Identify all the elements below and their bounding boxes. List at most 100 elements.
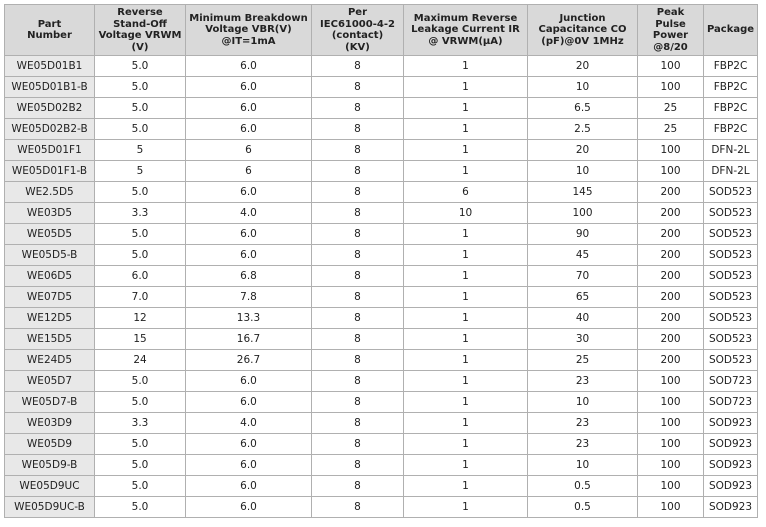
- table-cell: 6.0: [94, 265, 186, 287]
- table-cell: 8: [311, 55, 404, 77]
- column-header: Junction Capacitance CO (pF)@0V 1MHz: [527, 4, 638, 56]
- table-cell: 1: [403, 118, 528, 140]
- table-cell: 8: [311, 412, 404, 434]
- table-cell: 6: [403, 181, 528, 203]
- table-cell: 8: [311, 97, 404, 119]
- table-cell: 8: [311, 307, 404, 329]
- table-cell: 1: [403, 349, 528, 371]
- table-cell: 6: [185, 160, 312, 182]
- column-header: Part Number: [4, 4, 95, 56]
- table-cell: 4.0: [185, 412, 312, 434]
- table-cell: 65: [527, 286, 638, 308]
- table-cell: 10: [527, 160, 638, 182]
- table-cell: 6.0: [185, 181, 312, 203]
- table-row: WE05D01F1 5 6 8 1 20 100 DFN-2L: [4, 139, 758, 161]
- table-row: WE05D01F1-B 5 6 8 1 10 100 DFN-2L: [4, 160, 758, 182]
- table-row: WE12D5 12 13.3 8 1 40 200 SOD523: [4, 307, 758, 329]
- table-cell: 1: [403, 412, 528, 434]
- part-number: WE05D02B2-B: [4, 118, 95, 140]
- table-cell: FBP2C: [703, 118, 758, 140]
- table-cell: 100: [637, 370, 704, 392]
- table-row: WE2.5D5 5.0 6.0 8 6 145 200 SOD523: [4, 181, 758, 203]
- table-cell: 200: [637, 286, 704, 308]
- table-cell: 6.0: [185, 223, 312, 245]
- table-cell: 1: [403, 307, 528, 329]
- part-number: WE12D5: [4, 307, 95, 329]
- table-cell: 5.0: [94, 454, 186, 476]
- table-cell: SOD923: [703, 412, 758, 434]
- table-cell: 100: [637, 391, 704, 413]
- table-cell: SOD523: [703, 328, 758, 350]
- table-cell: 23: [527, 412, 638, 434]
- table-cell: FBP2C: [703, 97, 758, 119]
- table-cell: 200: [637, 223, 704, 245]
- table-cell: 6.0: [185, 244, 312, 266]
- table-cell: DFN-2L: [703, 139, 758, 161]
- table-cell: 8: [311, 223, 404, 245]
- table-cell: 5.0: [94, 370, 186, 392]
- table-cell: 5: [94, 139, 186, 161]
- table-cell: 13.3: [185, 307, 312, 329]
- table-cell: SOD523: [703, 307, 758, 329]
- part-number: WE06D5: [4, 265, 95, 287]
- table-cell: 1: [403, 328, 528, 350]
- table-cell: FBP2C: [703, 76, 758, 98]
- table-cell: 5.0: [94, 97, 186, 119]
- part-number: WE05D9UC-B: [4, 496, 95, 518]
- table-cell: SOD523: [703, 244, 758, 266]
- part-number: WE24D5: [4, 349, 95, 371]
- part-number: WE05D9: [4, 433, 95, 455]
- table-cell: SOD923: [703, 454, 758, 476]
- table-cell: 6.0: [185, 496, 312, 518]
- table-cell: 1: [403, 97, 528, 119]
- table-row: WE05D02B2 5.0 6.0 8 1 6.5 25 FBP2C: [4, 97, 758, 119]
- table-cell: SOD723: [703, 391, 758, 413]
- table-cell: 10: [527, 76, 638, 98]
- table-row: WE03D5 3.3 4.0 8 10 100 200 SOD523: [4, 202, 758, 224]
- table-cell: 100: [637, 76, 704, 98]
- table-cell: 6.0: [185, 76, 312, 98]
- table-cell: 45: [527, 244, 638, 266]
- table-cell: 5.0: [94, 244, 186, 266]
- table-cell: 8: [311, 244, 404, 266]
- column-header: Package: [703, 4, 758, 56]
- table-cell: 100: [527, 202, 638, 224]
- table-row: WE05D5-B 5.0 6.0 8 1 45 200 SOD523: [4, 244, 758, 266]
- table-cell: 5.0: [94, 118, 186, 140]
- table-cell: 3.3: [94, 412, 186, 434]
- table-cell: 6.0: [185, 370, 312, 392]
- header-row: Part Number Reverse Stand-Off Voltage VRW…: [4, 4, 758, 56]
- table-cell: SOD523: [703, 286, 758, 308]
- table-cell: 8: [311, 118, 404, 140]
- table-cell: 15: [94, 328, 186, 350]
- table-cell: 20: [527, 55, 638, 77]
- table-cell: SOD523: [703, 181, 758, 203]
- table-row: WE03D9 3.3 4.0 8 1 23 100 SOD923: [4, 412, 758, 434]
- table-cell: 200: [637, 181, 704, 203]
- table-cell: 5.0: [94, 496, 186, 518]
- table-cell: 5.0: [94, 181, 186, 203]
- table-cell: 8: [311, 139, 404, 161]
- table-cell: 5.0: [94, 475, 186, 497]
- table-cell: 100: [637, 496, 704, 518]
- table-cell: 8: [311, 181, 404, 203]
- table-row: WE24D5 24 26.7 8 1 25 200 SOD523: [4, 349, 758, 371]
- table-cell: 1: [403, 76, 528, 98]
- table-cell: SOD923: [703, 433, 758, 455]
- part-number: WE05D01B1-B: [4, 76, 95, 98]
- table-cell: SOD923: [703, 475, 758, 497]
- part-number: WE2.5D5: [4, 181, 95, 203]
- column-header: Minimum Breakdown Voltage VBR(V) @IT=1mA: [185, 4, 312, 56]
- table-cell: 8: [311, 391, 404, 413]
- table-cell: SOD523: [703, 265, 758, 287]
- table-cell: 5.0: [94, 433, 186, 455]
- table-cell: 40: [527, 307, 638, 329]
- table-cell: 200: [637, 202, 704, 224]
- table-cell: 2.5: [527, 118, 638, 140]
- table-cell: 1: [403, 370, 528, 392]
- table-cell: SOD723: [703, 370, 758, 392]
- table-cell: 8: [311, 454, 404, 476]
- part-number: WE05D01F1-B: [4, 160, 95, 182]
- part-number: WE05D01B1: [4, 55, 95, 77]
- table-cell: 6.0: [185, 55, 312, 77]
